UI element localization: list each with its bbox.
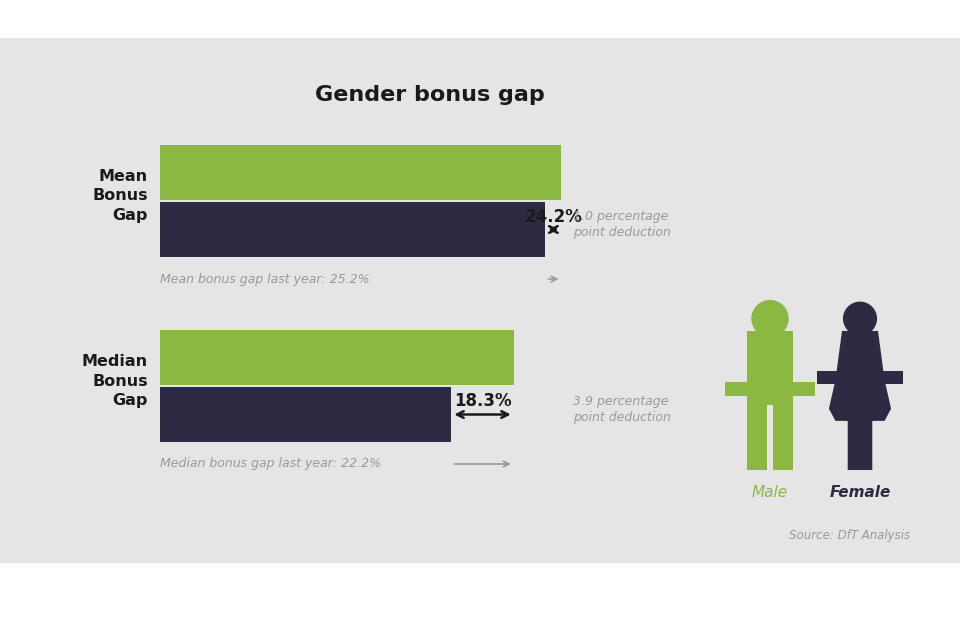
FancyBboxPatch shape	[160, 387, 451, 442]
Text: Median bonus gap last year: 22.2%: Median bonus gap last year: 22.2%	[160, 458, 381, 470]
Text: 18.3%: 18.3%	[454, 392, 512, 410]
Text: Median
Bonus
Gap: Median Bonus Gap	[82, 354, 148, 408]
FancyBboxPatch shape	[818, 371, 837, 384]
Text: 3.9 percentage
point deduction: 3.9 percentage point deduction	[573, 395, 671, 424]
FancyBboxPatch shape	[725, 381, 748, 396]
FancyBboxPatch shape	[773, 403, 793, 470]
Text: 24.2%: 24.2%	[524, 207, 583, 225]
Polygon shape	[828, 331, 891, 470]
Text: 1.0 percentage
point deduction: 1.0 percentage point deduction	[573, 210, 671, 239]
FancyBboxPatch shape	[792, 381, 815, 396]
FancyBboxPatch shape	[160, 202, 545, 257]
FancyBboxPatch shape	[160, 330, 514, 385]
Text: Female: Female	[829, 485, 891, 500]
Circle shape	[844, 302, 876, 335]
Text: Mean bonus gap last year: 25.2%: Mean bonus gap last year: 25.2%	[160, 273, 370, 285]
Circle shape	[752, 301, 788, 337]
FancyBboxPatch shape	[160, 145, 562, 200]
Text: Male: Male	[752, 485, 788, 500]
FancyBboxPatch shape	[747, 403, 767, 470]
Text: Source: DfT Analysis: Source: DfT Analysis	[789, 529, 910, 541]
Text: Mean
Bonus
Gap: Mean Bonus Gap	[92, 169, 148, 223]
FancyBboxPatch shape	[883, 371, 902, 384]
FancyBboxPatch shape	[747, 331, 793, 404]
Text: Gender bonus gap: Gender bonus gap	[315, 85, 545, 105]
